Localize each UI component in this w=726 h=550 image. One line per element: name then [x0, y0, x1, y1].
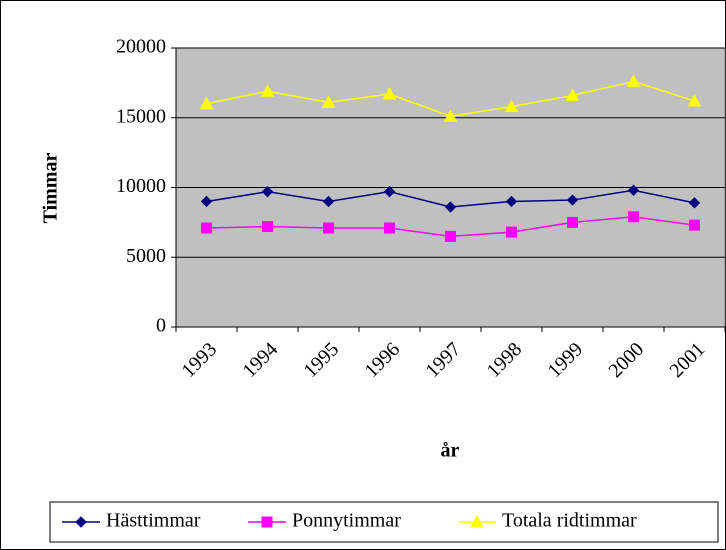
- marker: [444, 201, 457, 213]
- marker: [382, 86, 397, 100]
- marker: [445, 230, 456, 242]
- marker: [626, 74, 641, 87]
- marker: [443, 109, 458, 122]
- marker: [470, 514, 484, 528]
- marker: [505, 195, 518, 208]
- marker: [504, 99, 519, 113]
- y-tick-label: 10000: [116, 175, 166, 197]
- y-tick-label: 0: [156, 315, 166, 337]
- marker: [261, 516, 273, 528]
- marker: [323, 222, 334, 234]
- marker: [566, 194, 579, 206]
- marker: [200, 195, 213, 208]
- marker: [628, 211, 639, 223]
- legend: [49, 501, 719, 543]
- marker: [384, 222, 395, 234]
- marker: [321, 95, 336, 108]
- legend-label: Totala ridtimmar: [502, 510, 637, 532]
- y-tick-label: 15000: [116, 105, 166, 127]
- marker: [567, 216, 578, 228]
- marker: [506, 226, 517, 238]
- x-axis-label: år: [441, 440, 460, 462]
- legend-label: Ponnytimmar: [292, 510, 401, 532]
- marker: [260, 84, 275, 97]
- marker: [201, 222, 212, 234]
- marker: [687, 93, 702, 107]
- y-axis-label: Timmar: [40, 153, 62, 224]
- marker: [689, 219, 700, 231]
- marker: [322, 195, 335, 208]
- marker: [688, 197, 701, 209]
- marker: [627, 184, 640, 196]
- marker: [261, 185, 274, 198]
- marker: [565, 88, 580, 101]
- legend-label: Hästtimmar: [106, 510, 201, 532]
- y-tick-label: 20000: [116, 36, 166, 58]
- y-tick-label: 5000: [126, 245, 166, 267]
- marker: [199, 96, 214, 110]
- marker: [262, 221, 273, 233]
- marker: [383, 185, 396, 198]
- marker: [75, 516, 87, 528]
